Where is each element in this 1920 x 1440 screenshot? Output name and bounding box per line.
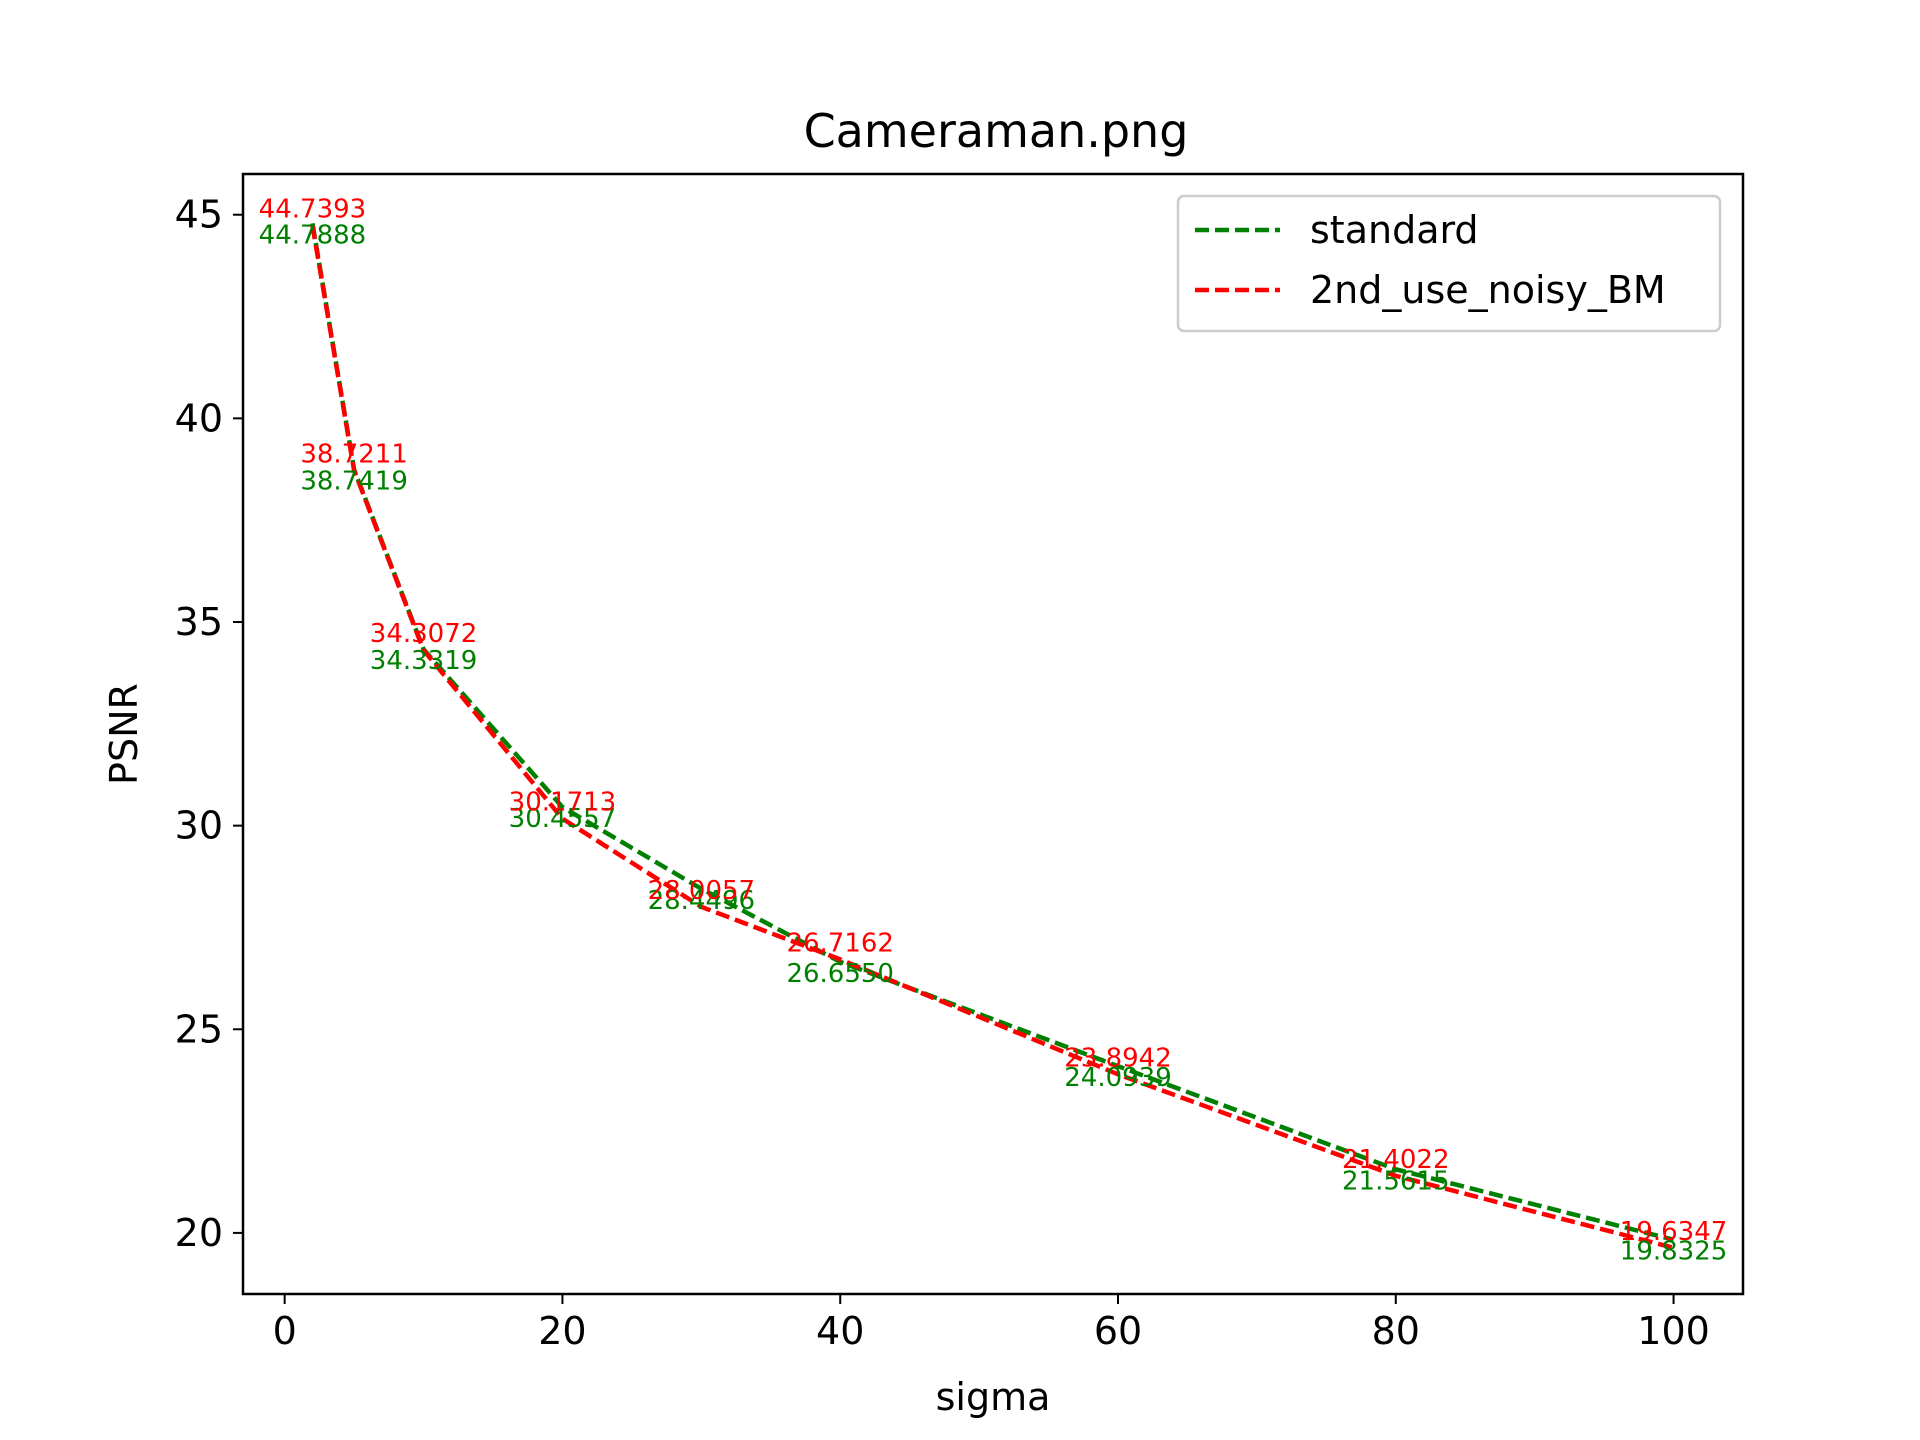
y-axis-label: PSNR <box>102 683 146 785</box>
chart-title: Cameraman.png <box>804 104 1189 158</box>
plot-frame <box>241 172 1745 1296</box>
x-tick-label: 60 <box>1094 1309 1142 1353</box>
data-label-2nd-use-noisy-bm: 44.7393 <box>259 194 367 224</box>
data-label-2nd-use-noisy-bm: 34.3072 <box>370 619 478 649</box>
x-axis: 0 20 40 60 80 100 <box>273 1294 1710 1353</box>
series-line-2nd-use-noisy-bm <box>310 224 1675 1250</box>
data-label-2nd-use-noisy-bm: 23.8942 <box>1064 1043 1172 1073</box>
data-label-2nd-use-noisy-bm: 19.6347 <box>1620 1217 1728 1247</box>
data-label-2nd-use-noisy-bm: 38.7211 <box>300 439 408 469</box>
x-tick-label: 20 <box>538 1309 586 1353</box>
data-label-standard: 24.0939 <box>1064 1063 1172 1093</box>
y-tick-label: 35 <box>175 600 223 644</box>
data-label-standard: 44.7888 <box>259 220 367 250</box>
data-label-standard: 30.4557 <box>509 804 617 834</box>
data-label-2nd-use-noisy-bm: 21.4022 <box>1342 1145 1450 1175</box>
y-tick-label: 30 <box>175 804 223 848</box>
data-label-standard: 21.5615 <box>1342 1166 1450 1196</box>
data-label-standard: 38.7419 <box>300 467 408 497</box>
x-tick-label: 80 <box>1372 1309 1420 1353</box>
legend-box <box>1176 194 1722 333</box>
data-label-standard: 26.6550 <box>786 959 894 989</box>
data-label-2nd-use-noisy-bm: 28.0057 <box>648 876 756 906</box>
series-line-standard <box>310 222 1675 1242</box>
legend: standard 2nd_use_noisy_BM <box>1176 194 1722 333</box>
x-axis-label: sigma <box>936 1375 1051 1419</box>
y-tick-label: 40 <box>175 396 223 440</box>
data-label-2nd-use-noisy-bm: 26.7162 <box>786 928 894 958</box>
data-label-standard: 28.4496 <box>648 886 756 916</box>
y-tick-label: 25 <box>175 1007 223 1051</box>
y-axis: 20 25 30 35 40 45 <box>175 193 243 1255</box>
plot-area: 44.7888 38.7419 34.3319 30.4557 28.4496 26.65… <box>259 194 1728 1266</box>
y-tick-label: 45 <box>175 193 223 237</box>
x-tick-label: 0 <box>273 1309 297 1353</box>
data-label-2nd-use-noisy-bm: 30.1713 <box>509 788 617 818</box>
y-tick-label: 20 <box>175 1211 223 1255</box>
data-label-standard: 34.3319 <box>370 646 478 676</box>
legend-label-standard: standard <box>1310 208 1479 252</box>
x-tick-label: 100 <box>1637 1309 1710 1353</box>
x-tick-label: 40 <box>816 1309 864 1353</box>
legend-label-2nd-use-noisy-bm: 2nd_use_noisy_BM <box>1310 268 1666 312</box>
data-label-standard: 19.8325 <box>1620 1237 1728 1267</box>
